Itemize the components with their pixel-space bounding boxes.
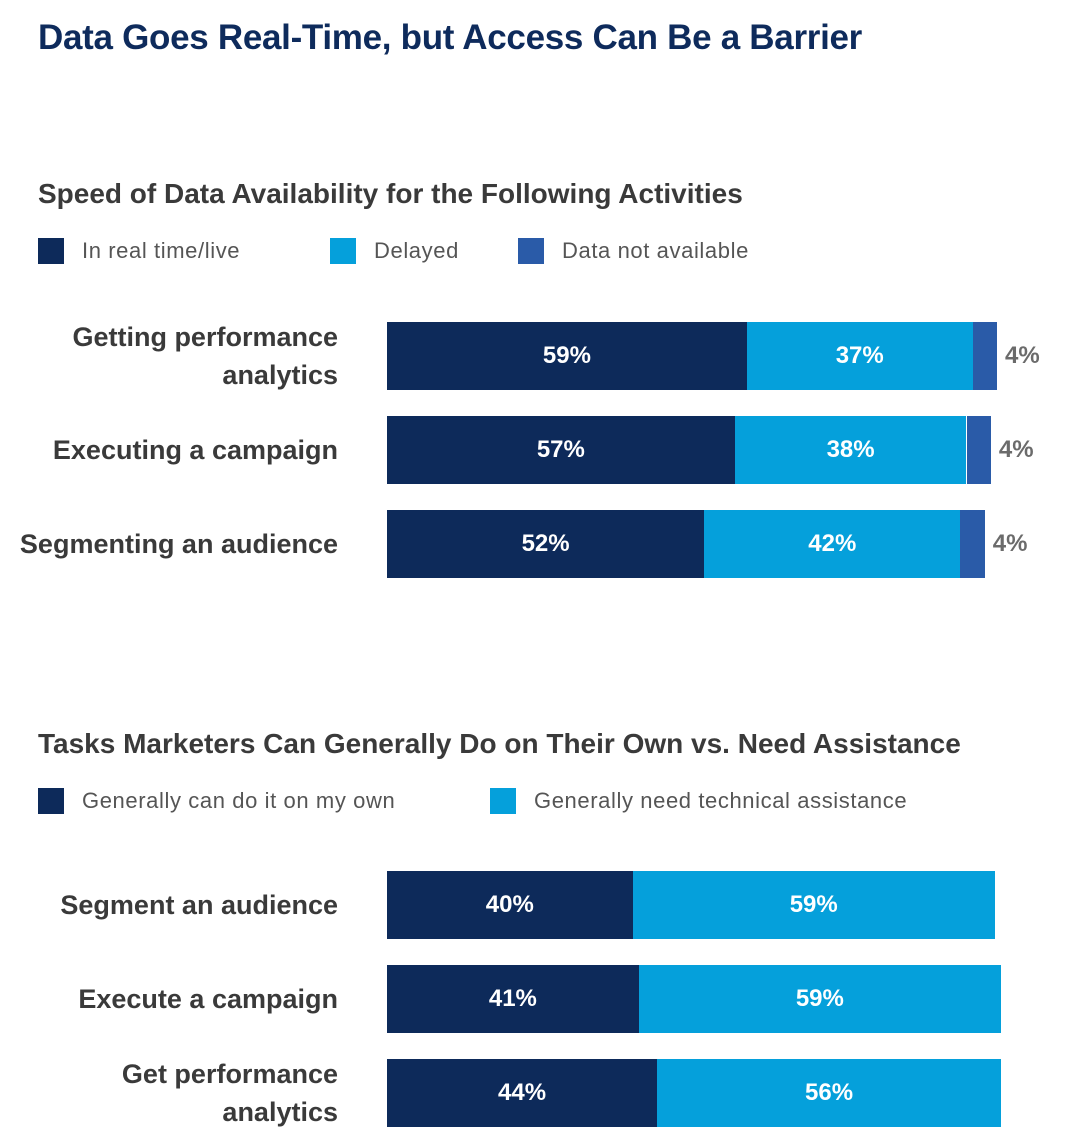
data-label: 57% <box>536 436 585 463</box>
legend-label: Delayed <box>374 238 459 263</box>
bar-row: Execute a campaign 41% 59% <box>0 965 1080 1033</box>
legend-label: Generally need technical assistance <box>534 788 908 813</box>
bar-segment: 59% <box>387 322 747 390</box>
data-label: 59% <box>789 891 838 918</box>
legend-swatch <box>518 238 544 264</box>
legend-swatch <box>330 238 356 264</box>
bar-row: Get performance analytics 44% 56% <box>0 1059 1080 1127</box>
category-label: Get performance analytics <box>121 1059 338 1127</box>
bar-segment: 59% <box>632 871 995 939</box>
bar-segment: 59% <box>638 965 1001 1033</box>
legend-item: Generally need technical assistance <box>490 788 907 814</box>
bar-segment: 44% <box>387 1059 658 1127</box>
bar-segment: 56% <box>657 1059 1001 1127</box>
category-label: Segment an audience <box>60 890 338 920</box>
bar-row: Getting performance analytics 59% 37% 4% <box>0 322 1080 390</box>
bar-segment: 38% <box>734 416 967 484</box>
legend-label: Data not available <box>562 238 749 263</box>
data-label: 44% <box>498 1079 547 1106</box>
legend-label: Generally can do it on my own <box>82 788 396 813</box>
legend-swatch <box>38 238 64 264</box>
bar-row: Segment an audience 40% 59% <box>0 871 1080 939</box>
legend-item: Generally can do it on my own <box>38 788 395 814</box>
data-label: 4% <box>998 436 1034 463</box>
bar-segment: 37% <box>746 322 973 390</box>
bar-segment: 52% <box>387 510 705 578</box>
bar-segment: 42% <box>704 510 961 578</box>
bar-segment <box>966 416 991 484</box>
category-label: Execute a campaign <box>78 984 338 1014</box>
bar-segment <box>972 322 997 390</box>
bar-segment: 57% <box>387 416 735 484</box>
page-title: Data Goes Real-Time, but Access Can Be a… <box>38 18 862 57</box>
data-label: 59% <box>542 342 591 369</box>
legend-item: In real time/live <box>38 238 240 264</box>
legend-swatch <box>38 788 64 814</box>
data-label: 52% <box>521 530 570 557</box>
data-label: 4% <box>992 530 1028 557</box>
data-label: 59% <box>795 985 844 1012</box>
data-label: 40% <box>485 891 534 918</box>
bar-segment: 41% <box>387 965 639 1033</box>
data-label: 42% <box>808 530 857 557</box>
data-label: 4% <box>1005 342 1040 369</box>
data-label: 38% <box>826 436 875 463</box>
bar-segment: 40% <box>387 871 633 939</box>
legend-item: Data not available <box>518 238 749 264</box>
category-label: Getting performance analytics <box>72 322 338 390</box>
bar-row: Segmenting an audience 52% 42% 4% <box>0 510 1080 578</box>
data-label: 56% <box>805 1079 854 1106</box>
chart-title: Tasks Marketers Can Generally Do on Thei… <box>38 728 961 759</box>
legend-swatch <box>490 788 516 814</box>
data-label: 37% <box>835 342 884 369</box>
chart-title: Speed of Data Availability for the Follo… <box>38 178 743 209</box>
category-label: Segmenting an audience <box>19 529 338 559</box>
bar-row: Executing a campaign 57% 38% 4% <box>0 416 1080 484</box>
category-label: Executing a campaign <box>52 435 338 465</box>
bar-segment <box>960 510 985 578</box>
legend-label: In real time/live <box>82 238 241 263</box>
data-label: 41% <box>488 985 537 1012</box>
legend-item: Delayed <box>330 238 459 264</box>
